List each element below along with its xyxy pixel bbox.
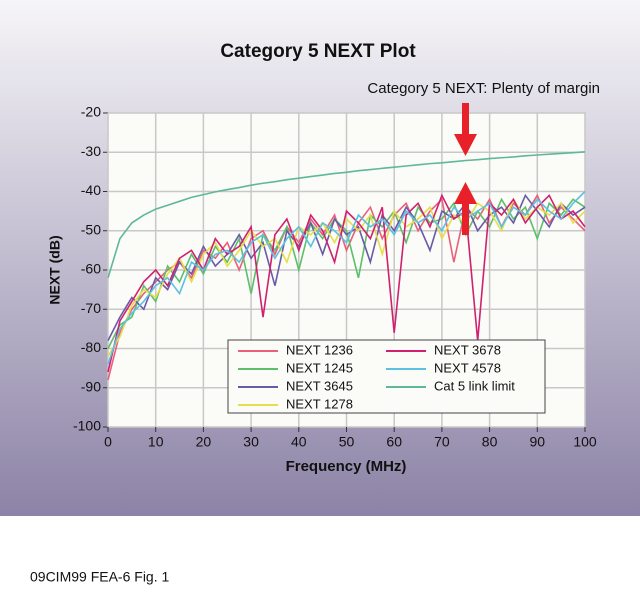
x-tick-label: 0 [104, 434, 112, 450]
legend-label: NEXT 3645 [286, 378, 353, 393]
legend-label: NEXT 4578 [434, 360, 501, 375]
y-tick-label: -20 [81, 104, 101, 120]
x-axis-label: Frequency (MHz) [286, 458, 407, 475]
y-tick-label: -30 [81, 143, 101, 159]
y-tick-label: -60 [81, 261, 101, 277]
series-line [107, 197, 586, 349]
x-tick-label: 10 [148, 434, 164, 450]
legend-label: NEXT 1245 [286, 360, 353, 375]
x-tick-label: 90 [530, 434, 546, 450]
x-tick-label: 40 [291, 434, 307, 450]
x-tick-label: 30 [243, 434, 259, 450]
y-tick-label: -80 [81, 339, 101, 355]
arrow-shaft [462, 201, 469, 235]
y-tick-label: -100 [73, 418, 101, 434]
legend-label: NEXT 1278 [286, 396, 353, 411]
chart-title: Category 5 NEXT Plot [220, 41, 416, 62]
arrow-shaft [462, 103, 469, 137]
legend-box [227, 339, 546, 414]
x-tick-label: 100 [573, 434, 597, 450]
x-tick-label: 60 [386, 434, 402, 450]
series-line [107, 193, 586, 342]
legend: NEXT 1236 NEXT 1245 NEXT 3645 NEXT 1278 NEXT… [227, 339, 546, 414]
y-tick-label: -70 [81, 300, 101, 316]
x-tick-label: 70 [434, 434, 450, 450]
series-line [107, 193, 586, 373]
legend-label: Cat 5 link limit [434, 378, 515, 393]
margin-arrows [454, 103, 477, 235]
footer-background [0, 516, 640, 609]
y-tick-label: -50 [81, 221, 101, 237]
annotation: Category 5 NEXT: Plenty of margin [367, 80, 600, 97]
caption: 09CIM99 FEA-6 Fig. 1 [30, 569, 169, 585]
x-tick-label: 20 [196, 434, 212, 450]
series-line [107, 151, 586, 279]
legend-label: NEXT 3678 [434, 342, 501, 357]
y-tick-label: -40 [81, 182, 101, 198]
legend-label: NEXT 1236 [286, 342, 353, 357]
x-tick-label: 50 [339, 434, 355, 450]
x-tick-label: 80 [482, 434, 498, 450]
y-axis-label: NEXT (dB) [47, 235, 63, 304]
series-line [107, 190, 586, 365]
arrow-head [454, 134, 477, 156]
arrow-head [454, 182, 477, 204]
y-tick-label: -90 [81, 378, 101, 394]
